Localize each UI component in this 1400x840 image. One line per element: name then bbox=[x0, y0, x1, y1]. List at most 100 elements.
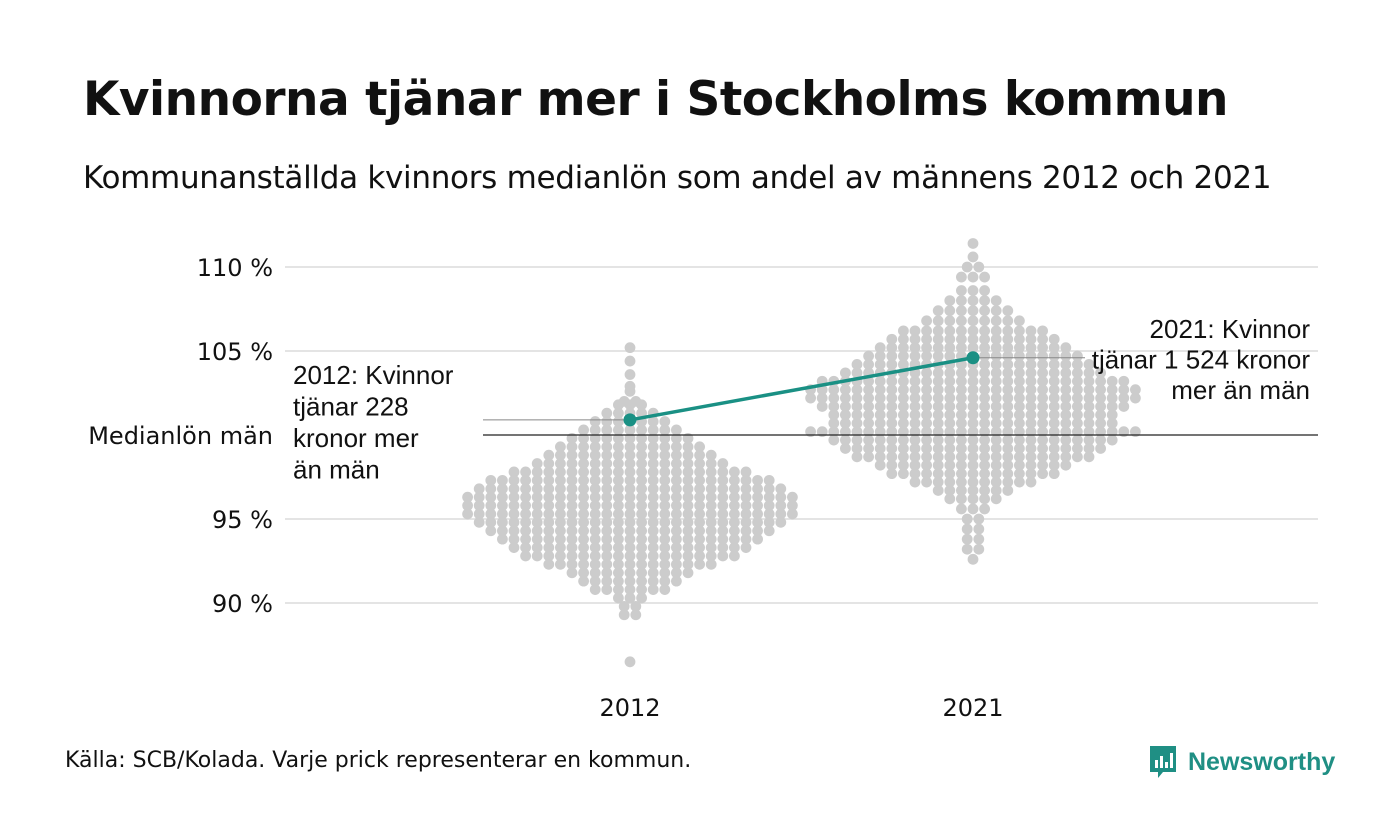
data-point-2021 bbox=[973, 534, 984, 545]
data-point-2012 bbox=[485, 525, 496, 536]
data-point-2021 bbox=[1118, 401, 1129, 412]
data-point-2012 bbox=[648, 584, 659, 595]
data-point-2021 bbox=[956, 305, 967, 316]
data-point-2021 bbox=[962, 534, 973, 545]
data-point-2021 bbox=[973, 544, 984, 555]
data-point-2021 bbox=[852, 451, 863, 462]
data-point-2021 bbox=[991, 305, 1002, 316]
data-point-2021 bbox=[973, 514, 984, 525]
data-point-2021 bbox=[1049, 468, 1060, 479]
data-point-2012 bbox=[462, 509, 473, 520]
data-point-2021 bbox=[973, 524, 984, 535]
annotation-2012-line: än män bbox=[293, 455, 380, 485]
data-point-2021 bbox=[921, 477, 932, 488]
data-point-2021 bbox=[991, 493, 1002, 504]
data-point-2021 bbox=[979, 305, 990, 316]
data-point-2021 bbox=[991, 315, 1002, 326]
data-point-2021 bbox=[933, 485, 944, 496]
data-point-2021 bbox=[898, 468, 909, 479]
data-point-2012 bbox=[741, 542, 752, 553]
data-point-2021 bbox=[1026, 477, 1037, 488]
data-point-2021 bbox=[933, 305, 944, 316]
annotation-2021-line: mer än män bbox=[1171, 375, 1310, 405]
data-point-2012 bbox=[659, 584, 670, 595]
data-point-2021 bbox=[1060, 460, 1071, 471]
data-point-2012 bbox=[625, 369, 636, 380]
data-point-2021 bbox=[956, 272, 967, 283]
newsworthy-logo-icon bbox=[1148, 744, 1178, 780]
y-tick-label: 90 % bbox=[212, 590, 273, 618]
data-point-2021 bbox=[886, 468, 897, 479]
data-point-2021 bbox=[956, 295, 967, 306]
data-point-2021 bbox=[944, 315, 955, 326]
source-note: Källa: SCB/Kolada. Varje prick represent… bbox=[65, 748, 691, 773]
reference-line-label: Medianlön män bbox=[88, 422, 273, 450]
data-point-2021 bbox=[968, 252, 979, 263]
annotation-2021-line: tjänar 1 524 kronor bbox=[1092, 345, 1311, 375]
data-point-2012 bbox=[694, 559, 705, 570]
data-point-2021 bbox=[921, 315, 932, 326]
x-tick-label: 2012 bbox=[599, 694, 660, 722]
data-point-2021 bbox=[1130, 393, 1141, 404]
data-point-2021 bbox=[968, 305, 979, 316]
data-point-2021 bbox=[968, 315, 979, 326]
data-point-2012 bbox=[567, 567, 578, 578]
data-point-2012 bbox=[625, 342, 636, 353]
data-point-2021 bbox=[979, 493, 990, 504]
data-point-2021 bbox=[1037, 468, 1048, 479]
data-point-2012 bbox=[775, 517, 786, 528]
data-point-2021 bbox=[1107, 435, 1118, 446]
data-point-2021 bbox=[979, 295, 990, 306]
data-point-2021 bbox=[956, 504, 967, 515]
data-point-2021 bbox=[962, 514, 973, 525]
data-point-2012 bbox=[601, 584, 612, 595]
data-point-2021 bbox=[1002, 485, 1013, 496]
data-point-2021 bbox=[968, 504, 979, 515]
data-point-2012 bbox=[625, 386, 636, 397]
data-point-2012 bbox=[474, 517, 485, 528]
data-point-2021 bbox=[979, 272, 990, 283]
brand-name: Newsworthy bbox=[1188, 748, 1335, 777]
data-point-2012 bbox=[752, 534, 763, 545]
data-point-2021 bbox=[817, 401, 828, 412]
data-point-2021 bbox=[944, 295, 955, 306]
data-point-2012 bbox=[717, 551, 728, 562]
data-point-2021 bbox=[968, 295, 979, 306]
data-point-2021 bbox=[962, 544, 973, 555]
data-point-2021 bbox=[962, 524, 973, 535]
data-point-2021 bbox=[875, 460, 886, 471]
data-point-2012 bbox=[520, 551, 531, 562]
data-point-2021 bbox=[1084, 451, 1095, 462]
data-point-2021 bbox=[1002, 305, 1013, 316]
data-point-2021 bbox=[956, 493, 967, 504]
data-point-2021 bbox=[968, 285, 979, 296]
data-point-2012 bbox=[729, 551, 740, 562]
data-point-2021 bbox=[1014, 315, 1025, 326]
data-point-2021 bbox=[863, 451, 874, 462]
data-point-2021 bbox=[968, 272, 979, 283]
brand[interactable]: Newsworthy bbox=[1148, 742, 1335, 782]
data-point-2021 bbox=[1014, 477, 1025, 488]
y-tick-label: 105 % bbox=[197, 338, 273, 366]
data-point-2021 bbox=[1072, 451, 1083, 462]
data-point-2021 bbox=[840, 443, 851, 454]
beeswarm-chart: 110 %105 %95 %90 %Medianlön män2012: Kvi… bbox=[0, 0, 1400, 740]
x-tick-label: 2021 bbox=[942, 694, 1003, 722]
data-point-2012 bbox=[630, 609, 641, 620]
data-point-2012 bbox=[764, 525, 775, 536]
data-point-2012 bbox=[671, 576, 682, 587]
data-point-2012 bbox=[706, 559, 717, 570]
data-point-2021 bbox=[828, 435, 839, 446]
annotation-2012-line: kronor mer bbox=[293, 423, 419, 453]
y-tick-label: 95 % bbox=[212, 506, 273, 534]
data-point-2021 bbox=[944, 305, 955, 316]
data-point-2021 bbox=[979, 315, 990, 326]
data-point-2021 bbox=[979, 504, 990, 515]
annotation-2012: 2012: Kvinnor tjänar 228 kronor mer än män bbox=[293, 360, 454, 485]
data-point-2021 bbox=[979, 285, 990, 296]
data-point-2021 bbox=[910, 477, 921, 488]
data-point-2012 bbox=[683, 567, 694, 578]
annotation-2021-line: 2021: Kvinnor bbox=[1150, 314, 1311, 344]
data-point-2021 bbox=[944, 493, 955, 504]
data-point-2021 bbox=[933, 315, 944, 326]
